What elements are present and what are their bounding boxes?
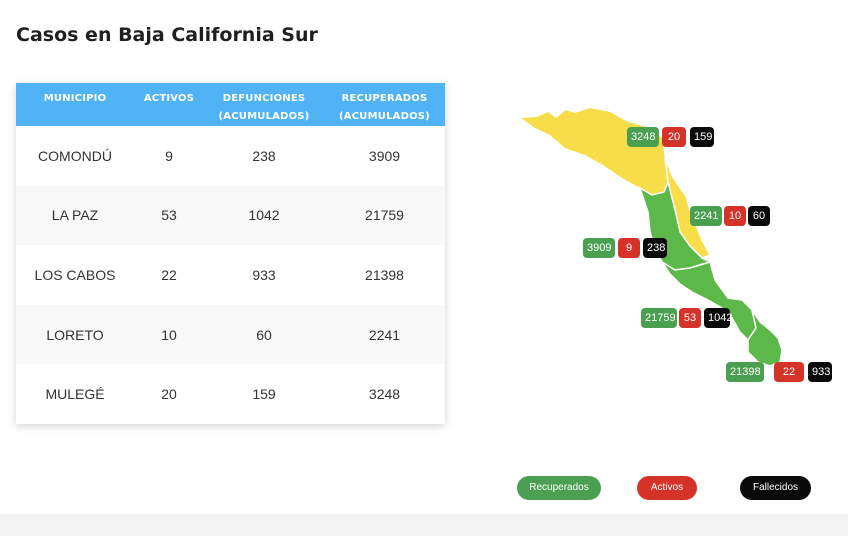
badge-comondu-fallecidos: 238: [643, 238, 667, 258]
badge-loreto-fallecidos: 60: [748, 206, 770, 226]
table-row: MULEGÉ 20 159 3248: [16, 364, 445, 424]
cell-municipio: LORETO: [46, 326, 104, 343]
cell-activos: 20: [161, 386, 177, 403]
badge-loscabos-fallecidos: 933: [808, 362, 832, 382]
cases-table: MUNICIPIO ACTIVOS DEFUNCIONES (ACUMULADO…: [16, 83, 445, 424]
region-mulege[interactable]: [521, 108, 672, 195]
table-row: LORETO 10 60 2241: [16, 304, 445, 365]
header-municipio: MUNICIPIO: [43, 93, 107, 104]
badge-loscabos-recuperados: 21398: [726, 362, 764, 382]
cell-defunciones: 60: [256, 326, 272, 343]
table-row: LA PAZ 53 1042 21759: [16, 185, 445, 246]
page-footer-band: [0, 514, 848, 536]
table-body: COMONDÚ 9 238 3909 LA PAZ 53 1042 21759 …: [16, 126, 445, 424]
page-title: Casos en Baja California Sur: [16, 24, 318, 46]
badge-lapaz-recuperados: 21759: [641, 308, 677, 328]
table-row: COMONDÚ 9 238 3909: [16, 126, 445, 186]
header-activos: ACTIVOS: [143, 93, 195, 104]
header-recuperados: RECUPERADOS (ACUMULADOS): [324, 83, 445, 126]
cell-activos: 9: [165, 147, 173, 164]
cell-municipio: LA PAZ: [51, 207, 99, 224]
region-lapaz[interactable]: [661, 261, 757, 342]
cell-recuperados: 21398: [365, 266, 404, 283]
cell-recuperados: 2241: [368, 326, 401, 343]
table-header: MUNICIPIO ACTIVOS DEFUNCIONES (ACUMULADO…: [16, 83, 445, 126]
legend-activos: Activos: [637, 476, 697, 500]
cell-activos: 53: [161, 207, 177, 224]
badge-loreto-activos: 10: [724, 206, 746, 226]
badge-mulege-fallecidos: 159: [690, 127, 714, 147]
cell-municipio: MULEGÉ: [45, 386, 105, 403]
legend-fallecidos: Fallecidos: [740, 476, 811, 500]
header-defunciones: DEFUNCIONES (ACUMULADOS): [204, 83, 324, 126]
cell-recuperados: 3248: [368, 386, 401, 403]
badge-lapaz-activos: 53: [679, 308, 701, 328]
badge-loscabos-activos: 22: [774, 362, 804, 382]
table-row: LOS CABOS 22 933 21398: [16, 245, 445, 305]
badge-mulege-activos: 20: [662, 127, 686, 147]
badge-loreto-recuperados: 2241: [690, 206, 722, 226]
cell-recuperados: 3909: [368, 147, 401, 164]
cell-defunciones: 1042: [248, 207, 280, 224]
header-defunciones-line2: (ACUMULADOS): [218, 111, 310, 122]
region-loscabos[interactable]: [747, 309, 783, 367]
header-defunciones-line1: DEFUNCIONES: [222, 93, 306, 104]
cell-municipio: COMONDÚ: [38, 147, 112, 164]
cell-defunciones: 238: [252, 147, 276, 164]
cell-activos: 22: [161, 266, 177, 283]
badge-comondu-recuperados: 3909: [583, 238, 615, 258]
cell-recuperados: 21759: [365, 207, 404, 224]
cell-defunciones: 159: [252, 386, 276, 403]
badge-comondu-activos: 9: [618, 238, 640, 258]
cell-activos: 10: [161, 326, 177, 343]
legend-recuperados: Recuperados: [517, 476, 601, 500]
badge-mulege-recuperados: 3248: [627, 127, 659, 147]
header-recuperados-line1: RECUPERADOS: [341, 93, 428, 104]
cell-defunciones: 933: [252, 266, 276, 283]
cell-municipio: LOS CABOS: [34, 266, 116, 283]
header-recuperados-line2: (ACUMULADOS): [339, 111, 430, 122]
badge-lapaz-fallecidos: 1042: [704, 308, 732, 328]
